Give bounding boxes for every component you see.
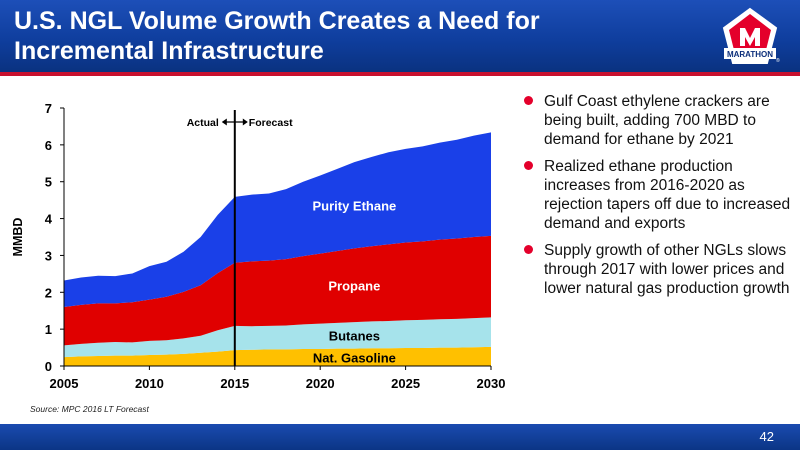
y-tick-label: 4: [45, 212, 53, 227]
bullet-ethane-production: Realized ethane production increases fro…: [520, 157, 792, 233]
marathon-logo: MARATHON ®: [722, 7, 780, 64]
page-number: 42: [759, 429, 774, 444]
title-divider: [0, 72, 800, 76]
bullet-text: Gulf Coast ethylene crackers are being b…: [544, 93, 770, 148]
y-tick-label: 6: [45, 138, 52, 153]
x-tick-label: 2020: [306, 376, 335, 391]
bullet-ethylene-crackers: Gulf Coast ethylene crackers are being b…: [520, 92, 792, 149]
series-label-nat-gasoline: Nat. Gasoline: [313, 350, 396, 365]
series-area-butanes: [64, 317, 491, 358]
x-tick-label: 2010: [135, 376, 164, 391]
x-tick-label: 2015: [220, 376, 249, 391]
forecast-label: Forecast: [249, 117, 293, 129]
bullet-dot-icon: [524, 245, 533, 254]
ngl-volume-chart: 0 1 2 3 4 5 6 7 2005 2010 2015 2020 2025 2030 MMBD Act…: [11, 101, 505, 391]
slide-title: U.S. NGL Volume Growth Creates a Need fo…: [14, 6, 694, 66]
bullet-text: Realized ethane production increases fro…: [544, 158, 791, 232]
y-axis-label: MMBD: [11, 218, 25, 257]
y-tick-label: 2: [45, 285, 52, 300]
x-tick-label: 2005: [50, 376, 79, 391]
x-tick-label: 2030: [477, 376, 506, 391]
series-area-nat-gasoline: [64, 346, 491, 366]
logo-wordmark: MARATHON: [727, 50, 773, 59]
arrow-left-icon: [221, 118, 227, 126]
y-tick-label: 5: [45, 175, 52, 190]
series-area-purity-ethane: [64, 132, 491, 308]
y-tick-label: 7: [45, 101, 52, 116]
logo-registered: ®: [776, 57, 780, 64]
y-tick-label: 0: [45, 359, 52, 374]
bullet-dot-icon: [524, 96, 533, 105]
title-line-1: U.S. NGL Volume Growth Creates a Need fo…: [14, 7, 540, 35]
title-line-2: Incremental Infrastructure: [14, 37, 324, 65]
series-area-propane: [64, 235, 491, 346]
bullet-dot-icon: [524, 161, 533, 170]
bullet-text: Supply growth of other NGLs slows throug…: [544, 242, 790, 297]
chart-source: Source: MPC 2016 LT Forecast: [30, 404, 149, 414]
title-bar: U.S. NGL Volume Growth Creates a Need fo…: [0, 0, 800, 72]
arrow-right-icon: [242, 118, 248, 126]
x-tick-label: 2025: [391, 376, 420, 391]
y-tick-label: 3: [45, 248, 52, 263]
footer-bar: 42: [0, 424, 800, 450]
bullet-list: Gulf Coast ethylene crackers are being b…: [520, 92, 792, 306]
series-label-propane: Propane: [328, 278, 380, 293]
chart-labels: Actual Forecast Nat. Gasoline Butanes Propan…: [187, 117, 397, 365]
bullet-supply-growth: Supply growth of other NGLs slows throug…: [520, 241, 792, 298]
stacked-areas: [64, 132, 491, 366]
y-tick-label: 1: [45, 322, 52, 337]
actual-label: Actual: [187, 117, 219, 129]
series-label-butanes: Butanes: [329, 328, 380, 343]
series-label-purity-ethane: Purity Ethane: [312, 198, 396, 213]
axes: 0 1 2 3 4 5 6 7 2005 2010 2015 2020 2025 2030 MMBD: [11, 101, 505, 391]
